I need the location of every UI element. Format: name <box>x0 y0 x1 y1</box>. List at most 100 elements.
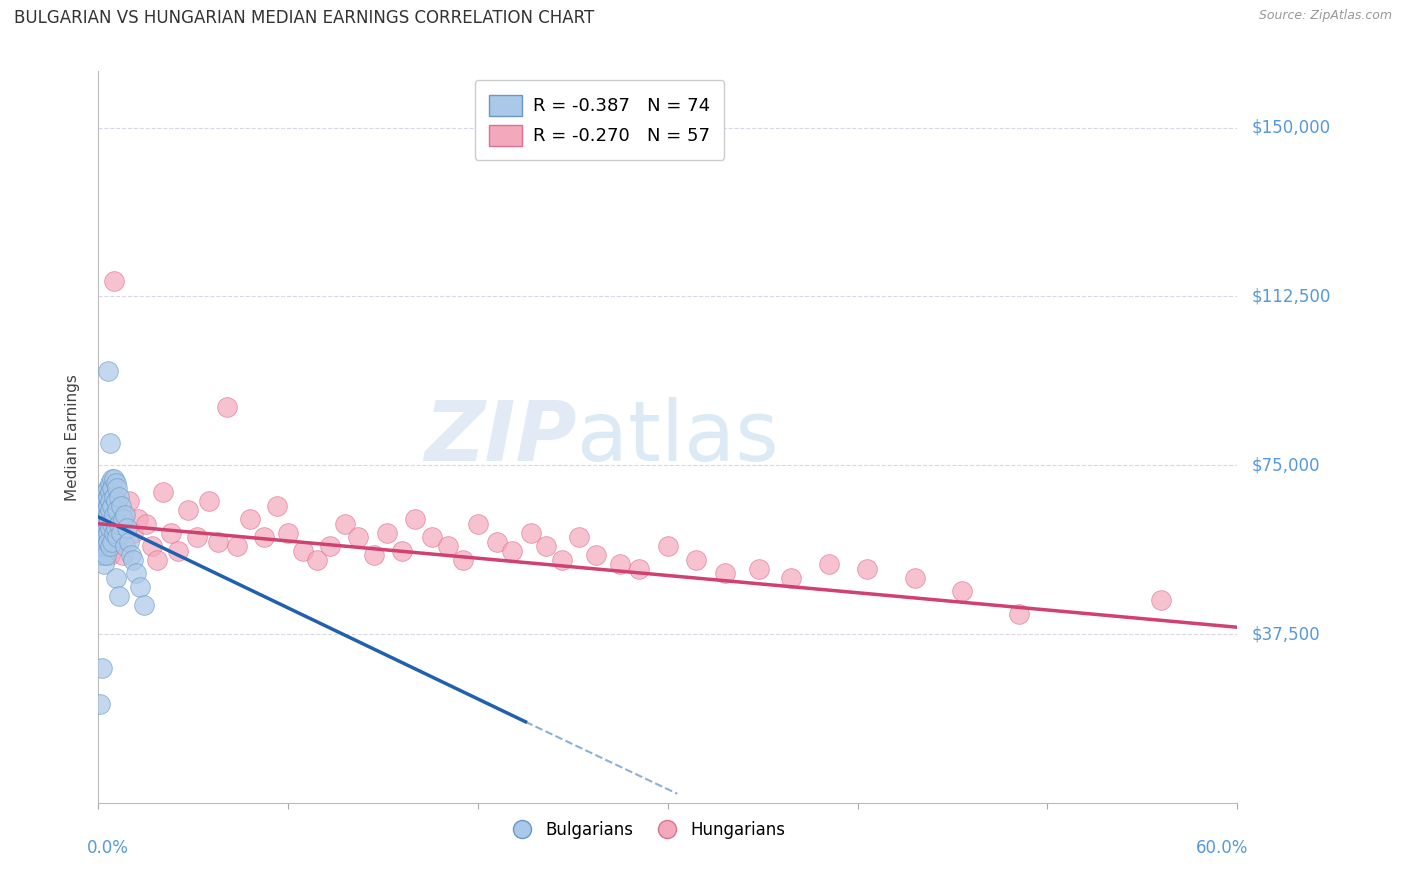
Text: $112,500: $112,500 <box>1251 287 1330 305</box>
Point <box>159 525 181 540</box>
Point <box>89 548 111 562</box>
Point <box>89 539 111 553</box>
Point <box>103 274 125 288</box>
Text: $150,000: $150,000 <box>1251 119 1330 136</box>
Point <box>93 548 115 562</box>
Point <box>93 539 115 553</box>
Point <box>94 503 117 517</box>
Point <box>94 539 117 553</box>
Point <box>207 534 229 549</box>
Point <box>91 534 114 549</box>
Point <box>146 553 169 567</box>
Point <box>391 543 413 558</box>
Point <box>98 548 121 562</box>
Point <box>104 571 127 585</box>
Point <box>97 525 120 540</box>
Point <box>226 539 249 553</box>
Point <box>129 580 152 594</box>
Point <box>93 512 115 526</box>
Point <box>93 494 115 508</box>
Point <box>748 562 770 576</box>
Point <box>104 521 127 535</box>
Point <box>110 525 132 540</box>
Point <box>375 525 398 540</box>
Point <box>467 516 489 531</box>
Point <box>118 534 141 549</box>
Point <box>107 530 129 544</box>
Point <box>103 472 125 486</box>
Point <box>98 539 121 553</box>
Point <box>100 534 122 549</box>
Point <box>98 503 121 517</box>
Point <box>176 503 198 517</box>
Point <box>856 562 879 576</box>
Point <box>91 548 114 562</box>
Point <box>94 494 117 508</box>
Text: $75,000: $75,000 <box>1251 456 1320 475</box>
Point <box>107 481 129 495</box>
Point <box>93 530 115 544</box>
Text: atlas: atlas <box>576 397 779 477</box>
Point <box>89 530 111 544</box>
Point <box>585 548 607 562</box>
Point <box>91 661 114 675</box>
Point <box>104 476 127 491</box>
Point <box>97 508 120 522</box>
Point <box>568 530 591 544</box>
Point <box>97 364 120 378</box>
Point <box>904 571 927 585</box>
Point <box>115 521 138 535</box>
Point <box>422 530 444 544</box>
Point <box>950 584 973 599</box>
Point <box>1008 607 1031 621</box>
Point <box>305 553 328 567</box>
Point <box>780 571 803 585</box>
Point <box>93 521 115 535</box>
Point <box>98 476 121 491</box>
Point <box>292 543 315 558</box>
Point <box>100 481 122 495</box>
Point <box>97 534 120 549</box>
Point <box>98 435 121 450</box>
Point <box>98 494 121 508</box>
Point <box>319 539 342 553</box>
Point <box>217 400 239 414</box>
Point <box>347 530 370 544</box>
Point <box>91 521 114 535</box>
Point <box>94 521 117 535</box>
Point <box>91 512 114 526</box>
Point <box>536 539 558 553</box>
Point <box>94 548 117 562</box>
Point <box>118 494 141 508</box>
Point <box>89 697 111 711</box>
Text: Source: ZipAtlas.com: Source: ZipAtlas.com <box>1258 9 1392 22</box>
Point <box>108 589 131 603</box>
Point <box>501 543 523 558</box>
Point <box>98 485 121 500</box>
Text: ZIP: ZIP <box>425 397 576 477</box>
Point <box>520 525 543 540</box>
Text: BULGARIAN VS HUNGARIAN MEDIAN EARNINGS CORRELATION CHART: BULGARIAN VS HUNGARIAN MEDIAN EARNINGS C… <box>14 9 595 27</box>
Point <box>97 516 120 531</box>
Point <box>239 512 262 526</box>
Point <box>818 558 841 572</box>
Point <box>167 543 190 558</box>
Text: 60.0%: 60.0% <box>1197 839 1249 857</box>
Point <box>114 508 136 522</box>
Point <box>94 485 117 500</box>
Point <box>100 499 122 513</box>
Point <box>657 539 679 553</box>
Point <box>1150 593 1173 607</box>
Point <box>714 566 737 581</box>
Point <box>550 553 572 567</box>
Point <box>94 512 117 526</box>
Point <box>112 512 135 526</box>
Point <box>94 530 117 544</box>
Point <box>91 530 114 544</box>
Text: 0.0%: 0.0% <box>87 839 129 857</box>
Legend: Bulgarians, Hungarians: Bulgarians, Hungarians <box>499 814 792 846</box>
Point <box>451 553 474 567</box>
Point <box>89 516 111 531</box>
Point <box>363 548 385 562</box>
Point <box>91 503 114 517</box>
